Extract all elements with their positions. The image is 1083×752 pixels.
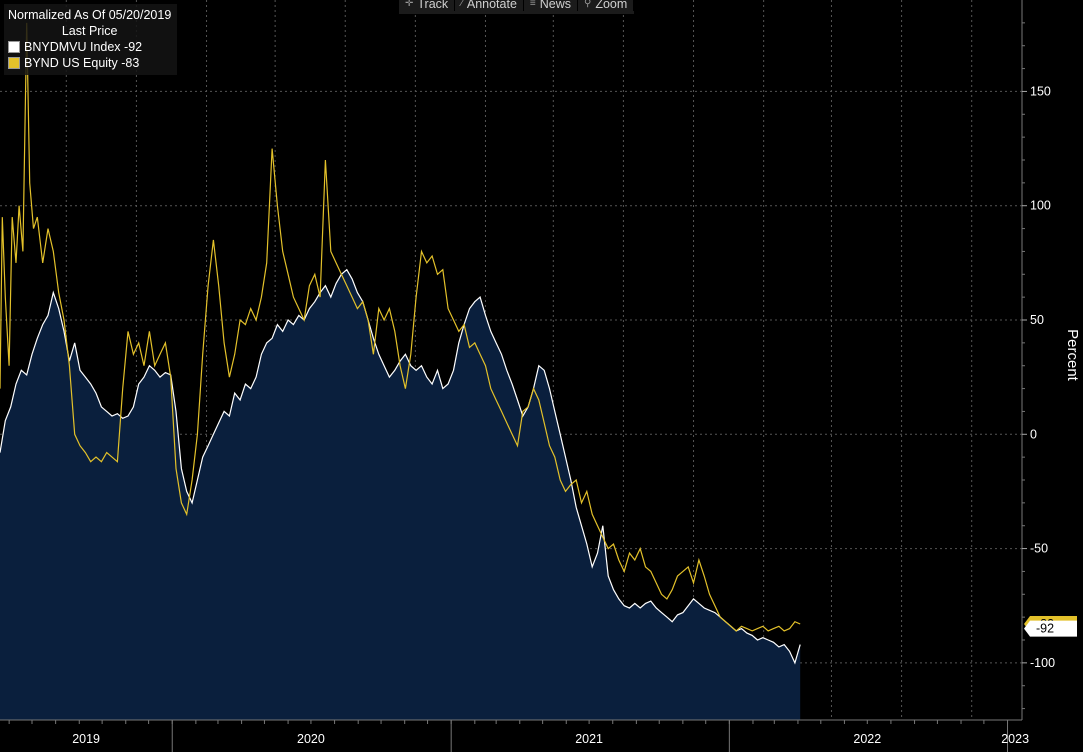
pencil-icon: ⁄ [461,0,463,9]
news-icon: ≡ [529,0,536,9]
annotate-label: Annotate [466,0,517,11]
x-tick-label: 2019 [72,732,100,746]
value-tag-label: -92 [1036,622,1054,636]
y-axis-label: Percent [1064,329,1081,382]
legend-swatch-white [8,41,20,53]
news-label: News [539,0,572,11]
bynd-line [0,22,801,632]
x-tick-label: 2021 [575,732,603,746]
news-button[interactable]: ≡ News [524,0,579,11]
y-tick-label: -50 [1030,542,1048,556]
x-tick-label: 2020 [297,732,325,746]
legend-title: Normalized As Of 05/20/2019 [8,8,172,22]
chart-toolbar: ✛ Track ⁄ Annotate ≡ News ⚲ Zoom [399,0,635,14]
y-tick-label: 50 [1030,313,1044,327]
x-tick-label: 2022 [853,732,881,746]
zoom-button[interactable]: ⚲ Zoom [578,0,635,11]
zoom-label: Zoom [595,0,628,11]
value-tag-bg [1024,620,1077,637]
y-tick-label: 0 [1030,427,1037,441]
y-axis: 150 100 50 0 -50 -100 [1021,0,1055,720]
track-label: Track [417,0,449,11]
x-tick-label: 2023 [1001,732,1029,746]
legend-swatch-yellow [8,57,20,69]
last-value-tags: -83-92 [1024,616,1077,637]
legend-subtitle: Last Price [61,24,118,38]
track-button[interactable]: ✛ Track [399,0,456,11]
legend-item-bnydmvu: BNYDMVU Index -92 [8,39,171,55]
crosshair-icon: ✛ [405,0,414,9]
bnydmvu-area [0,269,801,720]
bnydmvu-line [0,268,801,665]
magnifier-icon: ⚲ [584,0,592,9]
y-tick-label: -100 [1030,656,1055,670]
y-tick-label: 100 [1030,199,1051,213]
chart-legend: Normalized As Of 05/20/2019 Last Price B… [4,4,178,75]
legend-label-bnydmvu: BNYDMVU Index -92 [24,40,143,54]
legend-item-bynd: BYND US Equity -83 [8,55,171,71]
y-tick-label: 150 [1030,84,1051,98]
legend-label-bynd: BYND US Equity -83 [24,56,140,70]
annotate-button[interactable]: ⁄ Annotate [455,0,524,11]
x-axis: 2019 2020 2021 2022 2023 [0,719,1029,752]
